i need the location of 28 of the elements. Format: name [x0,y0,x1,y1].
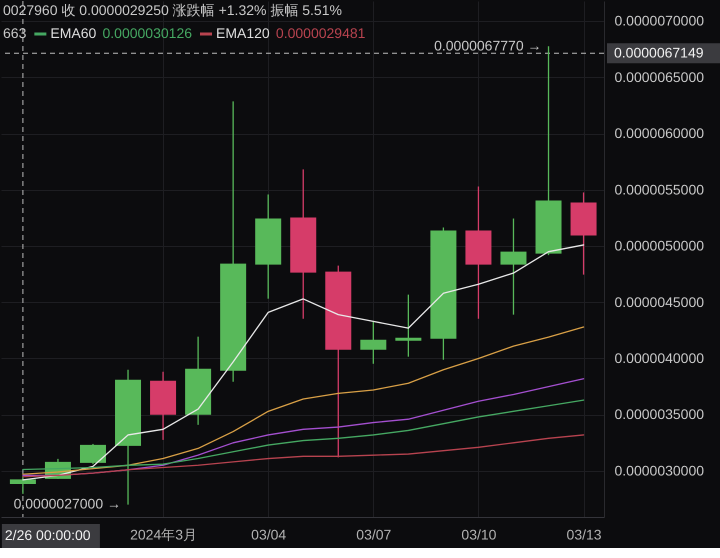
line-series [22,434,584,478]
x-tick-label: 03/13 [566,526,602,542]
y-tick-label: 0.0000045000 [614,294,704,310]
ref-line-label: 0.0000067149 [614,44,704,60]
y-tick-label: 0.0000050000 [614,238,704,254]
y-tick-label: 0.0000035000 [614,406,704,422]
x-tick-label: 03/07 [356,526,392,542]
legend-label: EMA120 [216,25,270,41]
y-tick-label: 0.0000040000 [614,350,704,366]
annotation: 0.0000027000 → [14,496,122,512]
annotation: 0.0000030126 [102,25,192,41]
y-tick-label: 0.0000030000 [614,462,704,478]
y-tick-label: 0.0000065000 [614,68,704,85]
y-tick-label: 0.0000060000 [614,125,704,142]
annotation: 0.0000029481 [276,25,366,41]
legend-label: EMA60 [50,25,96,41]
annotation: 0.0000067770 → [434,37,542,54]
y-tick-label: 0.0000055000 [614,181,704,198]
x-tick-label: 03/04 [251,526,286,542]
x-tick-label: 03/10 [461,526,497,542]
ref-line-label: 2/26 00:00:00 [4,527,91,543]
annotation: 0027960 收 0.0000029250 涨跌幅 +1.32% 振幅 5.51% [3,2,342,18]
line-series [22,399,584,470]
candlestick [395,294,422,358]
line-series [22,326,584,475]
x-tick-label: 2024年3月 [130,526,198,542]
y-tick-label: 0.0000070000 [614,12,704,29]
annotation: 663 [3,25,27,41]
